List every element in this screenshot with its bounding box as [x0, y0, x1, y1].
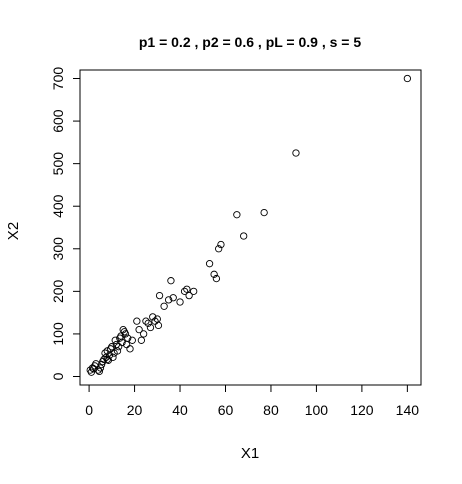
data-point: [185, 291, 193, 300]
data-point: [92, 360, 100, 368]
y-tick-label: 0: [50, 372, 66, 380]
y-tick-label: 600: [50, 109, 66, 133]
x-tick-label: 60: [218, 402, 234, 418]
data-point: [233, 211, 241, 219]
plot-frame: [79, 69, 422, 386]
data-point: [212, 274, 221, 283]
data-point: [113, 347, 122, 355]
data-point: [167, 277, 175, 285]
data-point: [126, 345, 134, 353]
data-point: [111, 336, 119, 344]
data-point: [140, 330, 148, 338]
data-point: [215, 245, 223, 253]
x-axis: 0 20 40 60 80 100 120 140: [85, 385, 419, 418]
data-point: [124, 334, 132, 342]
data-point: [95, 367, 103, 376]
x-tick-label: 100: [305, 402, 329, 418]
data-point: [135, 326, 143, 334]
y-axis-label: X2: [5, 222, 22, 240]
data-point: [260, 208, 268, 217]
data-point: [176, 298, 184, 306]
data-point: [180, 287, 189, 296]
data-point: [149, 313, 157, 321]
data-point: [240, 232, 248, 240]
data-point: [118, 338, 126, 347]
data-point: [128, 336, 136, 344]
x-axis-label: X1: [241, 445, 259, 462]
x-tick-label: 80: [263, 402, 279, 418]
data-point: [190, 287, 198, 296]
data-point: [137, 336, 146, 344]
y-tick-label: 100: [50, 322, 66, 346]
x-tick-label: 20: [127, 402, 143, 418]
data-point: [165, 296, 173, 304]
data-point: [121, 330, 130, 338]
data-point: [155, 291, 164, 300]
x-tick-label: 120: [350, 402, 374, 418]
data-point: [96, 364, 105, 372]
data-point: [133, 317, 141, 325]
y-tick-label: 400: [50, 194, 66, 218]
x-tick-label: 140: [396, 402, 420, 418]
chart-title: p1 = 0.2 , p2 = 0.6 , pL = 0.9 , s = 5: [139, 34, 362, 50]
y-axis: 0 100 200 300 400 500 600 700: [50, 67, 80, 380]
data-point: [205, 260, 214, 268]
y-tick-label: 500: [50, 152, 66, 176]
y-tick-label: 300: [50, 237, 66, 261]
data-point: [94, 366, 102, 374]
y-tick-label: 200: [50, 279, 66, 303]
data-point: [169, 294, 177, 302]
x-tick-label: 0: [85, 402, 93, 418]
data-point: [146, 323, 155, 332]
data-point: [403, 74, 412, 83]
data-point: [101, 349, 109, 357]
x-tick-label: 40: [172, 402, 188, 418]
data-point: [142, 317, 150, 325]
data-point: [217, 240, 225, 249]
data-point: [109, 353, 117, 361]
data-point: [154, 321, 163, 330]
data-point: [210, 270, 218, 278]
y-tick-label: 700: [50, 67, 66, 91]
data-points: [86, 74, 412, 376]
data-point: [183, 285, 191, 293]
data-point: [160, 302, 168, 310]
data-point: [292, 149, 300, 157]
data-point: [144, 319, 152, 327]
